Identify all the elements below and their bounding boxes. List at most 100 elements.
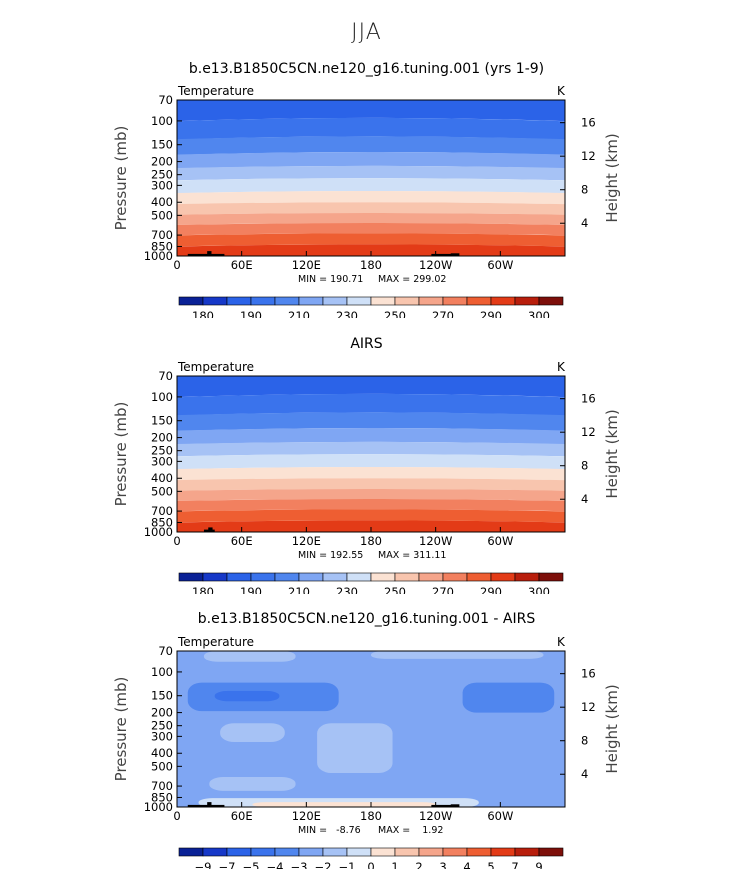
colorbar-box-15 <box>538 296 564 306</box>
colorbar-box-5 <box>298 296 324 306</box>
panel-1-title: b.e13.B1850C5CN.ne120_g16.tuning.001 (yr… <box>188 61 545 77</box>
panel-2-title: AIRS <box>350 336 383 352</box>
y-tick-label-700: 700 <box>151 504 173 518</box>
y-tick-label-250: 250 <box>151 444 173 458</box>
y-tick-label-70: 70 <box>158 369 173 383</box>
colorbar-label-10: 3 <box>439 860 446 869</box>
contour-band-170-215 <box>177 428 565 445</box>
anomaly-region-0 <box>203 651 296 662</box>
colorbar-box-8 <box>370 572 396 582</box>
max-label: MAX = 1.92 <box>378 825 443 836</box>
x-tick-label-180: 180 <box>360 534 382 548</box>
colorbar-box-9 <box>394 572 420 582</box>
colorbar-label-5: 270 <box>432 585 454 594</box>
variable-label: Temperature <box>177 360 254 374</box>
units-label: K <box>557 360 566 374</box>
contour-band-400-480 <box>177 202 565 215</box>
colorbar-box-7 <box>346 847 372 857</box>
terrain-block-3 <box>450 804 460 807</box>
colorbar-box-11 <box>442 296 468 306</box>
x-tick-label-240: 120W <box>419 534 452 548</box>
y-axis-label: Pressure (mb) <box>112 402 130 507</box>
colorbar-box-6 <box>322 847 348 857</box>
y-tick-label-400: 400 <box>151 195 173 209</box>
x-tick-label-300: 60W <box>487 534 513 548</box>
colorbar-box-3 <box>250 296 276 306</box>
colorbar-box-6 <box>322 572 348 582</box>
x-tick-label-120: 120E <box>292 258 321 272</box>
max-label: MAX = 299.02 <box>378 274 446 285</box>
x-tick-label-120: 120E <box>292 809 321 823</box>
colorbar-box-6 <box>322 296 348 306</box>
y-tick-label-1000: 1000 <box>144 525 173 539</box>
y-tick-label-300: 300 <box>151 729 173 743</box>
x-tick-label-0: 0 <box>173 534 180 548</box>
contour-band-680-820 <box>177 233 565 247</box>
anomaly-region-7 <box>209 777 296 791</box>
x-tick-label-60: 60E <box>231 809 253 823</box>
contour-band-570-680 <box>177 499 565 512</box>
y-tick-label-300: 300 <box>151 178 173 192</box>
contour-band-570-680 <box>177 223 565 236</box>
colorbar-label-9: 2 <box>415 860 422 869</box>
anomaly-region-1 <box>371 651 544 659</box>
colorbar-box-8 <box>370 296 396 306</box>
colorbar-box-2 <box>226 847 252 857</box>
colorbar-label-7: 0 <box>367 860 374 869</box>
colorbar-box-7 <box>346 296 372 306</box>
colorbar-label-4: −3 <box>291 860 308 869</box>
y-tick-label-200: 200 <box>151 155 173 169</box>
colorbar-box-12 <box>466 296 492 306</box>
colorbar-box-7 <box>346 572 372 582</box>
x-tick-label-180: 180 <box>360 809 382 823</box>
y-tick-label-70: 70 <box>158 644 173 658</box>
x-tick-label-300: 60W <box>487 258 513 272</box>
panel-3-chart: Temperature K7010015020025030040050070085… <box>112 635 621 869</box>
contour-band-70-95 <box>177 376 565 398</box>
panel-1-chart: Temperature K7010015020025030040050070085… <box>112 84 621 318</box>
colorbar-label-4: 250 <box>384 585 406 594</box>
colorbar-box-5 <box>298 572 324 582</box>
colorbar-box-13 <box>490 296 516 306</box>
y-tick-label-1000: 1000 <box>144 800 173 814</box>
contour-band-95-130 <box>177 393 565 416</box>
contour-band-70-95 <box>177 100 565 122</box>
y-tick-label-250: 250 <box>151 168 173 182</box>
contour-band-130-170 <box>177 412 565 431</box>
colorbar-label-1: 190 <box>240 585 262 594</box>
x-tick-label-300: 60W <box>487 809 513 823</box>
colorbar-box-13 <box>490 847 516 857</box>
colorbar-label-3: 230 <box>336 585 358 594</box>
colorbar-box-10 <box>418 572 444 582</box>
max-label: MAX = 311.11 <box>378 550 446 561</box>
y2-tick-label-12: 12 <box>581 149 596 163</box>
y-tick-label-150: 150 <box>151 689 173 703</box>
y-tick-label-200: 200 <box>151 706 173 720</box>
contour-band-480-570 <box>177 212 565 225</box>
y-tick-label-500: 500 <box>151 759 173 773</box>
colorbar-label-13: 7 <box>511 860 518 869</box>
colorbar-box-14 <box>514 847 540 857</box>
y2-tick-label-4: 4 <box>581 767 588 781</box>
terrain-block-1 <box>208 527 213 532</box>
colorbar-box-0 <box>178 847 204 857</box>
y2-tick-label-4: 4 <box>581 216 588 230</box>
y-tick-label-850: 850 <box>151 515 173 529</box>
y-tick-label-400: 400 <box>151 746 173 760</box>
contour-band-330-400 <box>177 190 565 205</box>
y-tick-label-250: 250 <box>151 719 173 733</box>
y-tick-label-850: 850 <box>151 790 173 804</box>
terrain-block-2 <box>431 253 458 256</box>
y2-tick-label-8: 8 <box>581 734 588 748</box>
y-tick-label-100: 100 <box>151 665 173 679</box>
panel-3-title: b.e13.B1850C5CN.ne120_g16.tuning.001 - A… <box>197 611 536 627</box>
y-tick-label-150: 150 <box>151 414 173 428</box>
contour-band-top-edge <box>177 376 565 380</box>
colorbar-box-12 <box>466 847 492 857</box>
colorbar-label-5: −2 <box>315 860 332 869</box>
colorbar-box-11 <box>442 847 468 857</box>
colorbar-box-0 <box>178 296 204 306</box>
colorbar-box-3 <box>250 572 276 582</box>
contour-band-265-330 <box>177 178 565 194</box>
min-label: MIN = 192.55 <box>298 550 363 561</box>
